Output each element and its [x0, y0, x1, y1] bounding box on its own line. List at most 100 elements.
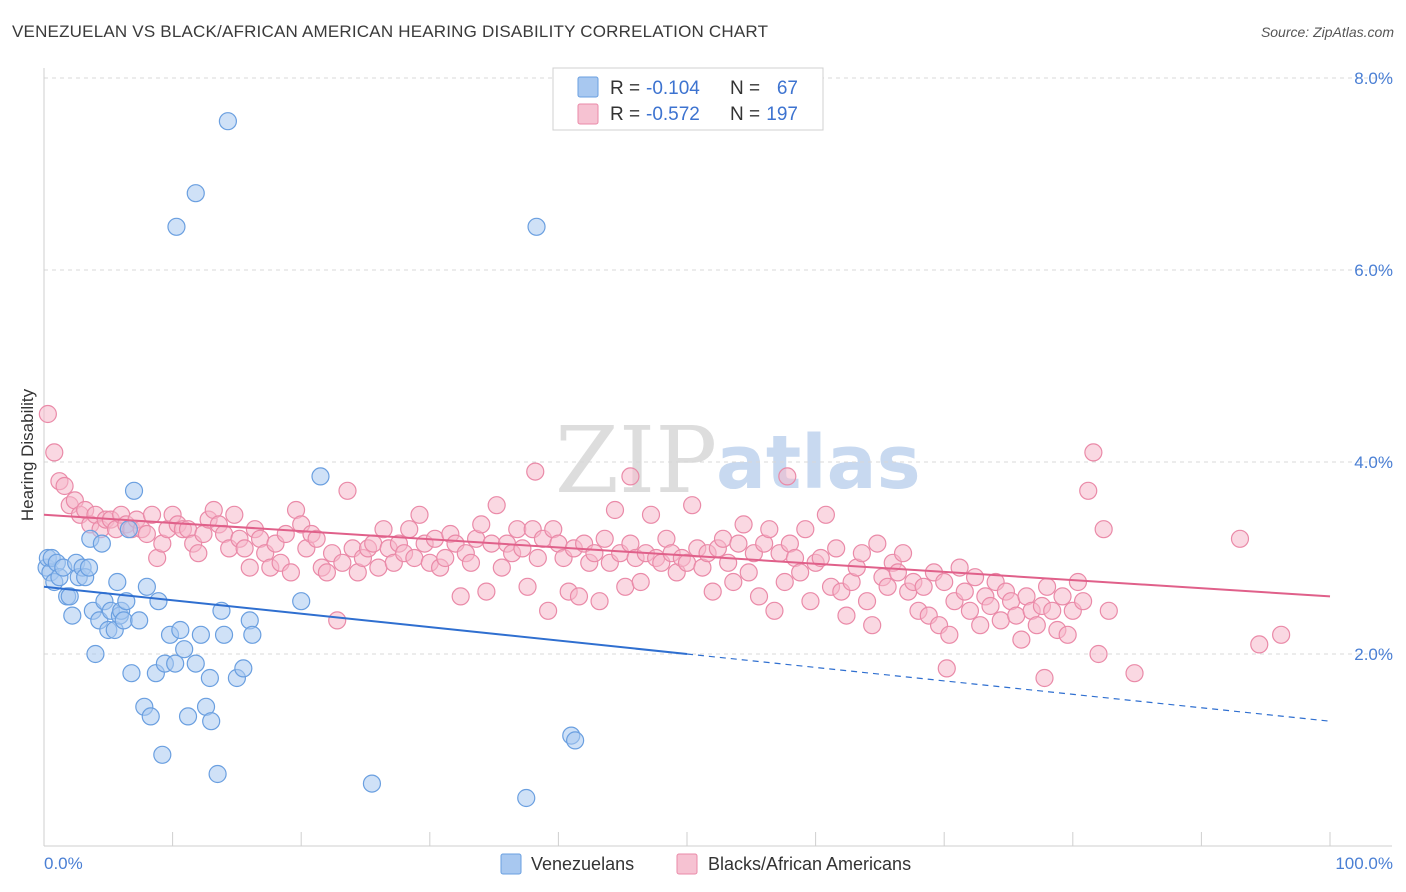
point-blacks	[1125, 664, 1144, 683]
legend-swatch-venezuelans	[577, 76, 599, 98]
point-venezuelans	[517, 788, 536, 808]
point-venezuelans	[153, 745, 172, 764]
point-venezuelans	[311, 467, 330, 486]
point-blacks	[189, 544, 208, 563]
point-blacks	[461, 553, 481, 572]
point-blacks	[38, 404, 57, 424]
point-blacks	[605, 500, 625, 520]
point-blacks	[729, 534, 748, 553]
source-credit[interactable]: Source: ZipAtlas.com	[1260, 24, 1394, 40]
point-blacks	[1058, 625, 1077, 644]
point-blacks	[142, 505, 162, 524]
point-venezuelans	[218, 112, 237, 131]
legend-r-value-blacks: -0.572	[646, 104, 700, 125]
legend-n-label-blacks: N =	[730, 104, 760, 125]
point-blacks	[937, 659, 956, 678]
y-axis-title: Hearing Disability	[18, 388, 37, 521]
point-blacks	[1068, 572, 1088, 592]
point-venezuelans	[362, 774, 382, 793]
point-blacks	[1230, 529, 1250, 548]
series-venezuelans	[37, 112, 585, 808]
legend-n-label-venezuelans: N =	[730, 78, 760, 99]
point-venezuelans	[60, 587, 79, 606]
point-blacks	[508, 520, 527, 539]
point-blacks	[281, 563, 301, 582]
point-blacks	[307, 529, 326, 548]
legend-r-value-venezuelans: -0.104	[646, 78, 700, 99]
point-venezuelans	[527, 217, 546, 236]
bottom-legend-label-blacks[interactable]: Blacks/African Americans	[708, 854, 911, 874]
point-blacks	[965, 568, 985, 587]
point-blacks	[1094, 520, 1113, 539]
point-venezuelans	[108, 572, 127, 592]
point-blacks	[760, 520, 779, 539]
point-blacks	[451, 587, 470, 606]
legend-n-value-venezuelans: 67	[777, 78, 798, 99]
point-venezuelans	[114, 611, 133, 630]
point-blacks	[235, 539, 254, 558]
point-blacks	[775, 572, 794, 592]
point-blacks	[914, 577, 933, 596]
bottom-legend-label-venezuelans[interactable]: Venezuelans	[531, 854, 634, 874]
bottom-legend-swatch-venezuelans[interactable]	[500, 853, 522, 875]
point-blacks	[1037, 577, 1057, 596]
point-venezuelans	[200, 668, 219, 688]
bottom-legend-swatch-blacks[interactable]	[676, 853, 698, 875]
point-blacks	[487, 496, 506, 515]
point-blacks	[621, 467, 640, 486]
point-blacks	[801, 592, 820, 611]
point-blacks	[405, 548, 424, 568]
point-blacks	[518, 577, 537, 596]
x-axis-ticks	[43, 832, 1331, 846]
point-venezuelans	[234, 659, 253, 678]
point-blacks	[703, 582, 722, 601]
point-venezuelans	[171, 620, 190, 640]
point-blacks	[940, 625, 959, 644]
point-blacks	[827, 539, 846, 558]
point-venezuelans	[137, 577, 156, 596]
point-venezuelans	[130, 611, 149, 630]
chart-title: VENEZUELAN VS BLACK/AFRICAN AMERICAN HEA…	[12, 22, 769, 41]
point-blacks	[960, 601, 980, 620]
legend-r-label-blacks: R =	[610, 104, 640, 125]
point-blacks	[878, 577, 897, 596]
point-blacks	[893, 544, 913, 563]
point-venezuelans	[92, 534, 111, 553]
point-venezuelans	[124, 481, 144, 500]
point-blacks	[816, 505, 835, 524]
point-blacks	[585, 544, 604, 563]
point-blacks	[338, 481, 357, 500]
point-blacks	[852, 544, 871, 563]
point-blacks	[811, 548, 830, 568]
point-blacks	[45, 443, 64, 462]
point-blacks	[749, 587, 769, 606]
y-tick-label: 8.0%	[1354, 69, 1393, 88]
point-venezuelans	[186, 654, 205, 673]
point-blacks	[1053, 587, 1072, 606]
point-venezuelans	[175, 640, 194, 659]
point-venezuelans	[292, 592, 311, 611]
point-venezuelans	[86, 644, 105, 664]
point-blacks	[1089, 644, 1108, 664]
point-blacks	[1073, 592, 1093, 611]
y-tick-label: 2.0%	[1354, 645, 1393, 664]
point-blacks	[410, 505, 429, 524]
point-blacks	[1099, 601, 1118, 620]
point-blacks	[225, 505, 244, 524]
point-blacks	[364, 534, 383, 553]
point-blacks	[1079, 481, 1098, 500]
point-blacks	[991, 611, 1010, 630]
point-venezuelans	[122, 664, 141, 683]
point-blacks	[796, 520, 815, 539]
point-blacks	[569, 587, 589, 606]
point-blacks	[400, 520, 419, 539]
point-blacks	[528, 548, 547, 568]
point-blacks	[631, 572, 650, 592]
point-blacks	[1007, 606, 1026, 625]
point-blacks	[857, 592, 877, 611]
point-venezuelans	[566, 731, 585, 750]
point-blacks	[765, 601, 784, 620]
point-blacks	[492, 558, 511, 577]
point-blacks	[539, 601, 558, 620]
point-blacks	[436, 548, 455, 568]
